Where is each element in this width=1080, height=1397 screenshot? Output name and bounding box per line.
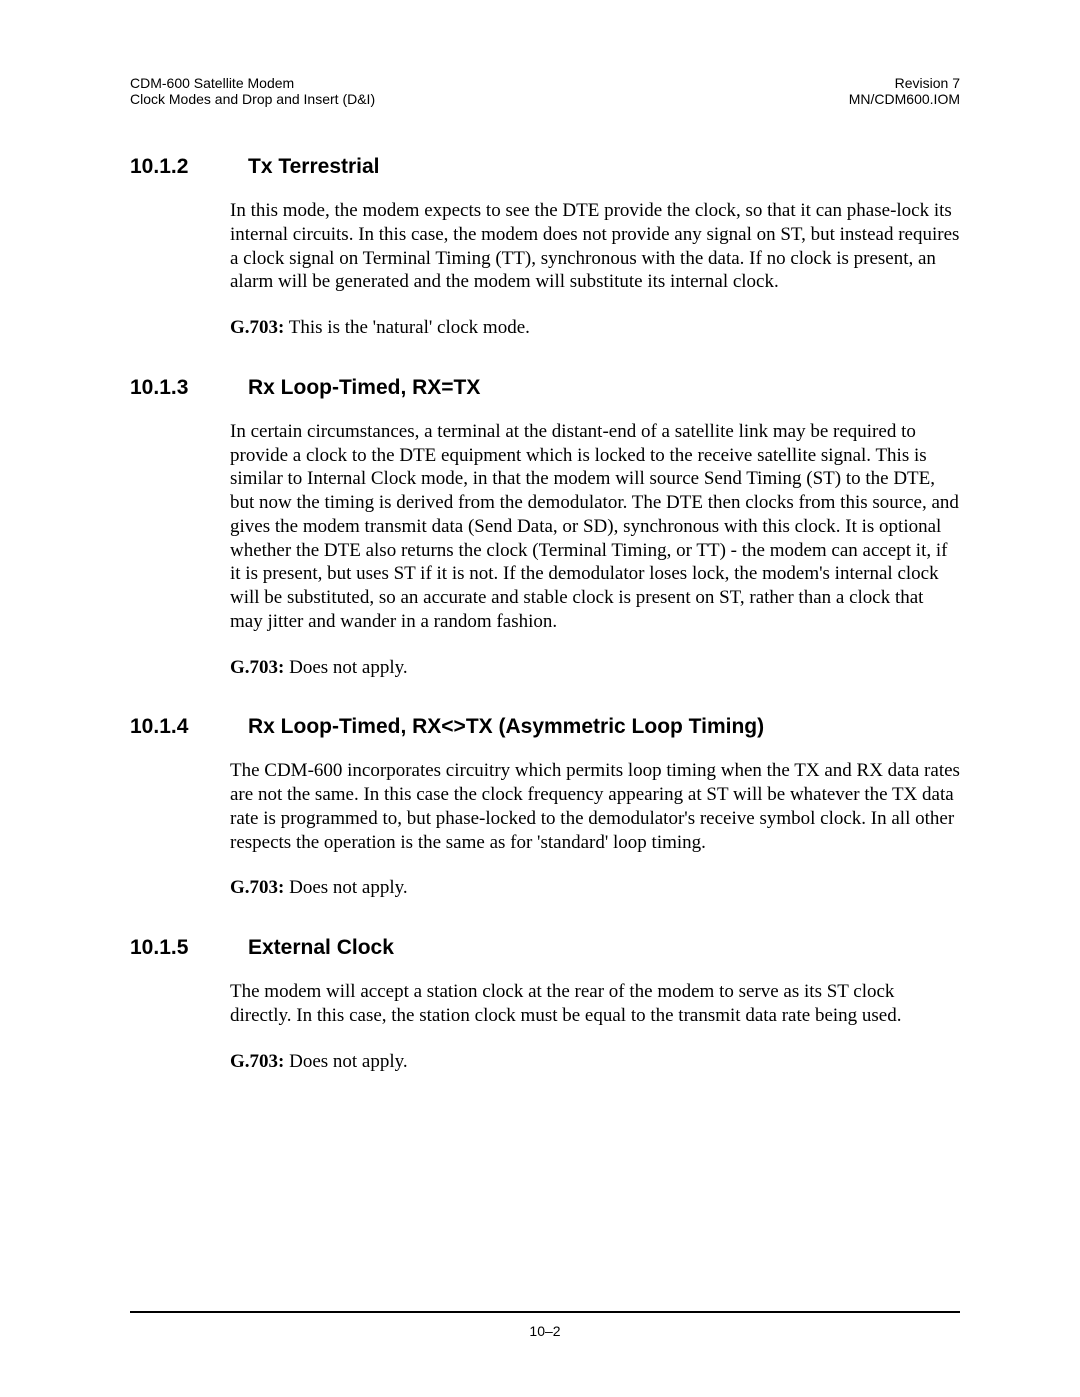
section-heading: 10.1.2 Tx Terrestrial: [130, 155, 960, 179]
section-rx-loop-timed-eq: 10.1.3 Rx Loop-Timed, RX=TX In certain c…: [130, 376, 960, 680]
section-number: 10.1.2: [130, 155, 248, 179]
section-title: Rx Loop-Timed, RX=TX: [248, 376, 960, 400]
section-tx-terrestrial: 10.1.2 Tx Terrestrial In this mode, the …: [130, 155, 960, 340]
footer-rule: [130, 1311, 960, 1313]
header-section-name: Clock Modes and Drop and Insert (D&I): [130, 91, 375, 107]
section-title: Rx Loop-Timed, RX<>TX (Asymmetric Loop T…: [248, 715, 960, 739]
section-g703-note: G.703: This is the 'natural' clock mode.: [230, 316, 960, 340]
g703-label: G.703:: [230, 1051, 284, 1072]
g703-label: G.703:: [230, 657, 284, 678]
section-title: Tx Terrestrial: [248, 155, 960, 179]
section-g703-note: G.703: Does not apply.: [230, 1050, 960, 1074]
section-g703-note: G.703: Does not apply.: [230, 876, 960, 900]
section-title: External Clock: [248, 936, 960, 960]
section-heading: 10.1.5 External Clock: [130, 936, 960, 960]
section-paragraph: In certain circumstances, a terminal at …: [230, 420, 960, 634]
g703-label: G.703:: [230, 877, 284, 898]
header-doc-id: MN/CDM600.IOM: [849, 91, 960, 107]
section-paragraph: The modem will accept a station clock at…: [230, 980, 960, 1028]
page-number: 10–2: [130, 1323, 960, 1339]
page-header: CDM-600 Satellite Modem Clock Modes and …: [130, 75, 960, 107]
header-left-block: CDM-600 Satellite Modem Clock Modes and …: [130, 75, 375, 107]
g703-text: Does not apply.: [284, 1051, 407, 1072]
section-paragraph: In this mode, the modem expects to see t…: [230, 199, 960, 294]
section-number: 10.1.5: [130, 936, 248, 960]
page-footer: 10–2: [130, 1311, 960, 1339]
section-rx-loop-timed-neq: 10.1.4 Rx Loop-Timed, RX<>TX (Asymmetric…: [130, 715, 960, 900]
section-number: 10.1.3: [130, 376, 248, 400]
g703-text: This is the 'natural' clock mode.: [284, 317, 530, 338]
section-heading: 10.1.4 Rx Loop-Timed, RX<>TX (Asymmetric…: [130, 715, 960, 739]
header-revision: Revision 7: [849, 75, 960, 91]
g703-text: Does not apply.: [284, 657, 407, 678]
header-right-block: Revision 7 MN/CDM600.IOM: [849, 75, 960, 107]
section-paragraph: The CDM-600 incorporates circuitry which…: [230, 759, 960, 854]
section-external-clock: 10.1.5 External Clock The modem will acc…: [130, 936, 960, 1073]
section-number: 10.1.4: [130, 715, 248, 739]
g703-text: Does not apply.: [284, 877, 407, 898]
section-heading: 10.1.3 Rx Loop-Timed, RX=TX: [130, 376, 960, 400]
header-product-name: CDM-600 Satellite Modem: [130, 75, 375, 91]
g703-label: G.703:: [230, 317, 284, 338]
section-g703-note: G.703: Does not apply.: [230, 656, 960, 680]
page-container: CDM-600 Satellite Modem Clock Modes and …: [0, 0, 1080, 1169]
